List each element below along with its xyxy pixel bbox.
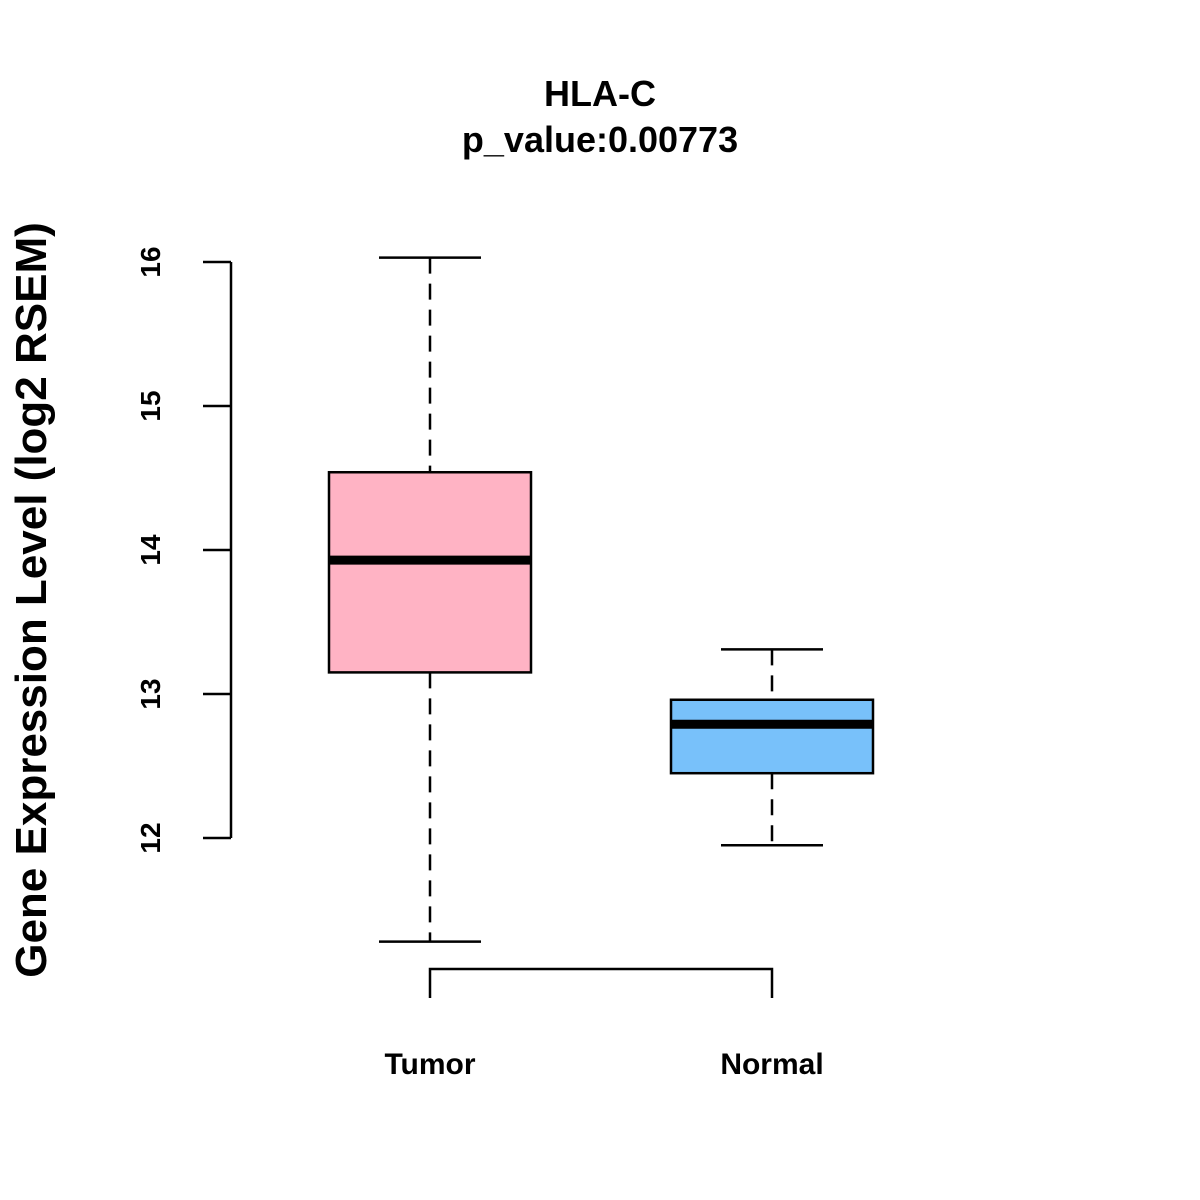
box-tumor — [327, 256, 533, 943]
category-labels: Tumor Normal — [384, 1048, 823, 1081]
boxes — [327, 256, 875, 943]
y-tick-label: 13 — [135, 678, 166, 709]
y-tick-label: 14 — [135, 534, 166, 566]
y-tick-label: 12 — [135, 822, 166, 853]
box-normal — [669, 648, 875, 847]
comparison-bracket — [428, 967, 774, 998]
iqr-box — [327, 470, 533, 674]
bracket-line — [428, 967, 774, 998]
y-tick-label: 15 — [135, 390, 166, 421]
iqr-box — [669, 698, 875, 775]
x-category-label: Normal — [720, 1048, 823, 1081]
y-axis: 12 13 14 15 16 — [135, 246, 233, 854]
y-tick-label: 16 — [135, 246, 166, 277]
y-axis-label: Gene Expression Level (log2 RSEM) — [7, 222, 56, 978]
chart-subtitle: p_value:0.00773 — [462, 119, 738, 160]
x-category-label: Tumor — [384, 1048, 475, 1081]
chart-title: HLA-C — [544, 73, 656, 114]
